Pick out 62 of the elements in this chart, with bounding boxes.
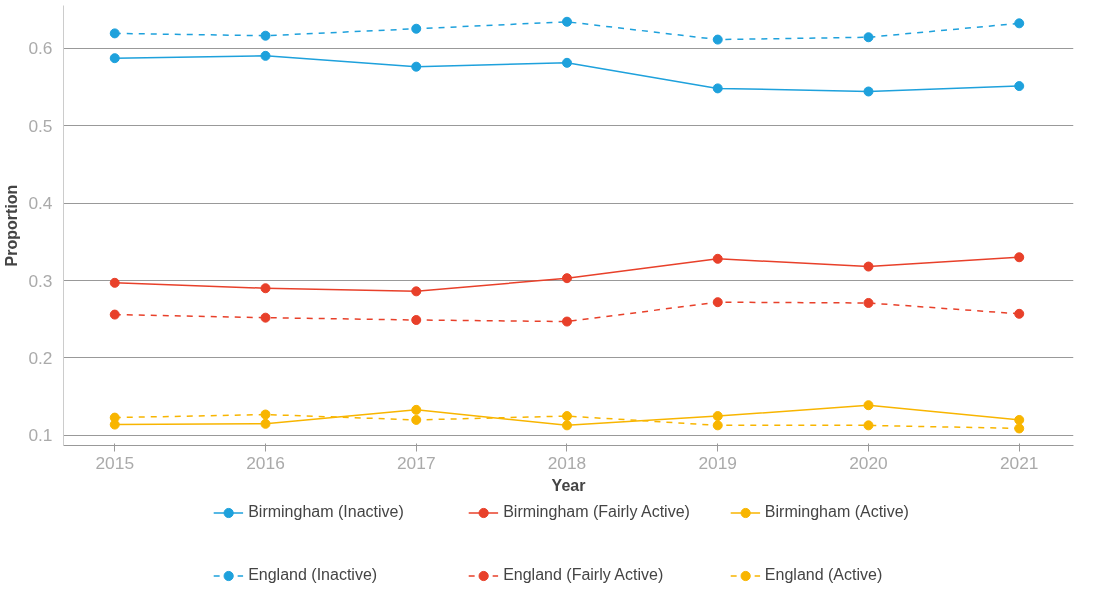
point <box>863 86 874 97</box>
x-tick-label: 2019 <box>698 452 738 473</box>
point <box>109 412 120 423</box>
y-tick-label: 0.2 <box>28 347 53 368</box>
point <box>109 309 120 320</box>
point <box>561 420 572 431</box>
y-tick-label: 0.3 <box>28 270 53 291</box>
y-tick-label: 0.5 <box>28 115 53 136</box>
point <box>260 409 271 420</box>
point <box>863 400 874 411</box>
x-tick-label: 2016 <box>246 452 285 473</box>
legend-label: England (Fairly Active) <box>503 565 665 585</box>
y-tick-label: 0.6 <box>28 38 53 59</box>
point <box>561 16 572 27</box>
point <box>260 312 271 323</box>
point <box>712 420 723 431</box>
point <box>109 277 120 288</box>
point <box>411 23 422 34</box>
x-tick-label: 2021 <box>999 452 1039 473</box>
point <box>1014 81 1025 92</box>
point <box>863 32 874 43</box>
point <box>260 30 271 41</box>
point <box>260 283 271 294</box>
legend-label: England (Inactive) <box>248 565 379 585</box>
point <box>1014 252 1025 263</box>
point <box>863 297 874 308</box>
legend-label: England (Active) <box>764 565 884 585</box>
point <box>561 273 572 284</box>
x-tick-label: 2015 <box>95 452 135 473</box>
y-tick-label: 0.1 <box>28 425 53 446</box>
point <box>712 411 723 422</box>
point <box>561 316 572 327</box>
point <box>712 297 723 308</box>
point <box>561 57 572 68</box>
point <box>411 286 422 297</box>
point <box>712 83 723 94</box>
point <box>561 411 572 422</box>
y-axis-title: Proportion <box>3 184 21 267</box>
x-tick-label: 2020 <box>849 452 888 473</box>
legend-label: Birmingham (Fairly Active) <box>503 502 690 522</box>
point <box>260 50 271 61</box>
point <box>109 28 120 39</box>
point <box>863 261 874 272</box>
point <box>1014 423 1025 434</box>
x-tick-label: 2018 <box>547 452 587 473</box>
point <box>712 34 723 45</box>
legend-label: Birmingham (Inactive) <box>248 502 405 522</box>
point <box>411 315 422 325</box>
x-tick-label: 2017 <box>396 452 436 473</box>
point <box>863 420 874 431</box>
point <box>712 253 723 264</box>
x-axis-title: Year <box>551 476 586 494</box>
point <box>1014 308 1025 319</box>
point <box>411 61 422 72</box>
point <box>411 404 422 415</box>
y-tick-label: 0.4 <box>28 193 53 214</box>
point <box>411 414 422 425</box>
point <box>1014 414 1025 425</box>
point <box>260 418 271 429</box>
point <box>1014 18 1025 29</box>
point <box>109 53 120 64</box>
legend-label: Birmingham (Active) <box>764 502 910 522</box>
